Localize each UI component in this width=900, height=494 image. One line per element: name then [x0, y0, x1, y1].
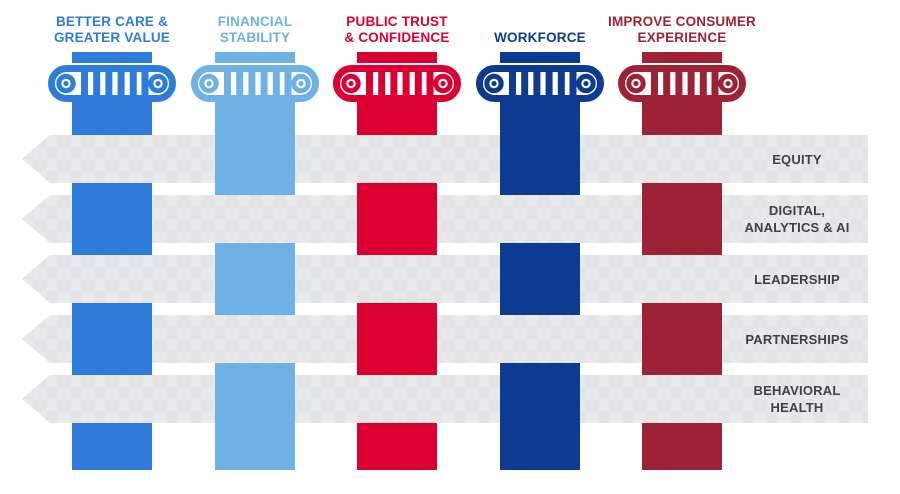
- band-over-pillar-patch: [72, 255, 152, 303]
- pillar-label-line: GREATER VALUE: [53, 30, 171, 45]
- band-over-pillar-patch: [357, 135, 437, 183]
- band-over-pillar-patch: [72, 135, 152, 183]
- pillar-label: BETTER CARE & GREATER VALUE: [27, 12, 197, 46]
- pillar-label-line: BETTER CARE &: [55, 14, 169, 29]
- pillar-label-line: EXPERIENCE: [637, 30, 727, 45]
- pillar-shaft: [500, 100, 580, 470]
- band-label-line: LEADERSHIP: [754, 271, 840, 287]
- band-label-line: EQUITY: [772, 151, 822, 167]
- pillar-workforce: WORKFORCE: [455, 0, 625, 494]
- pillar-shaft: [215, 100, 295, 470]
- band-label-line: HEALTH: [770, 400, 824, 415]
- pillar-label-line: PUBLIC TRUST: [346, 14, 448, 29]
- band-over-pillar-patch: [500, 315, 580, 363]
- pillar-label-line: IMPROVE CONSUMER: [608, 14, 756, 29]
- column-capital-icon: [48, 52, 176, 102]
- pillar-label-line: & CONFIDENCE: [344, 30, 450, 45]
- pillar-label-line: STABILITY: [219, 30, 291, 45]
- band-over-pillar-patch: [215, 315, 295, 363]
- column-capital-icon: [476, 52, 604, 102]
- band-label: PARTNERSHIPS: [712, 315, 868, 363]
- band-over-pillar-patch: [642, 255, 722, 303]
- band-label: DIGITAL, ANALYTICS & AI: [712, 195, 868, 243]
- band-label-line: BEHAVIORAL: [753, 383, 841, 398]
- band-over-pillar-patch: [642, 135, 722, 183]
- band-over-pillar-patch: [215, 195, 295, 243]
- band-equity: EQUITY: [22, 135, 868, 183]
- pillar-label: IMPROVE CONSUMER EXPERIENCE: [597, 12, 767, 46]
- pillar-financial-stability: FINANCIAL STABILITY: [170, 0, 340, 494]
- pillar-label: WORKFORCE: [455, 12, 625, 46]
- band-label: BEHAVIORAL HEALTH: [712, 375, 868, 423]
- band-label-line: PARTNERSHIPS: [745, 331, 849, 347]
- band-label-line: DIGITAL,: [768, 203, 826, 218]
- band-over-pillar-patch: [500, 195, 580, 243]
- band-leadership: LEADERSHIP: [22, 255, 868, 303]
- band-digital-analytics-ai: DIGITAL, ANALYTICS & AI: [22, 195, 868, 243]
- band-over-pillar-patch: [72, 375, 152, 423]
- band-label: EQUITY: [712, 135, 868, 183]
- band-over-pillar-patch: [642, 375, 722, 423]
- pillar-label: PUBLIC TRUST & CONFIDENCE: [312, 12, 482, 46]
- band-label-line: ANALYTICS & AI: [744, 220, 850, 235]
- band-over-pillar-patch: [357, 255, 437, 303]
- pillar-label-line: WORKFORCE: [494, 30, 586, 45]
- pillar-label: FINANCIAL STABILITY: [170, 12, 340, 46]
- band-behavioral-health: BEHAVIORAL HEALTH: [22, 375, 868, 423]
- pillar-label-line: FINANCIAL: [217, 14, 293, 29]
- band-label: LEADERSHIP: [712, 255, 868, 303]
- column-capital-icon: [618, 52, 746, 102]
- column-capital-icon: [191, 52, 319, 102]
- column-capital-icon: [333, 52, 461, 102]
- band-over-pillar-patch: [357, 375, 437, 423]
- band-partnerships: PARTNERSHIPS: [22, 315, 868, 363]
